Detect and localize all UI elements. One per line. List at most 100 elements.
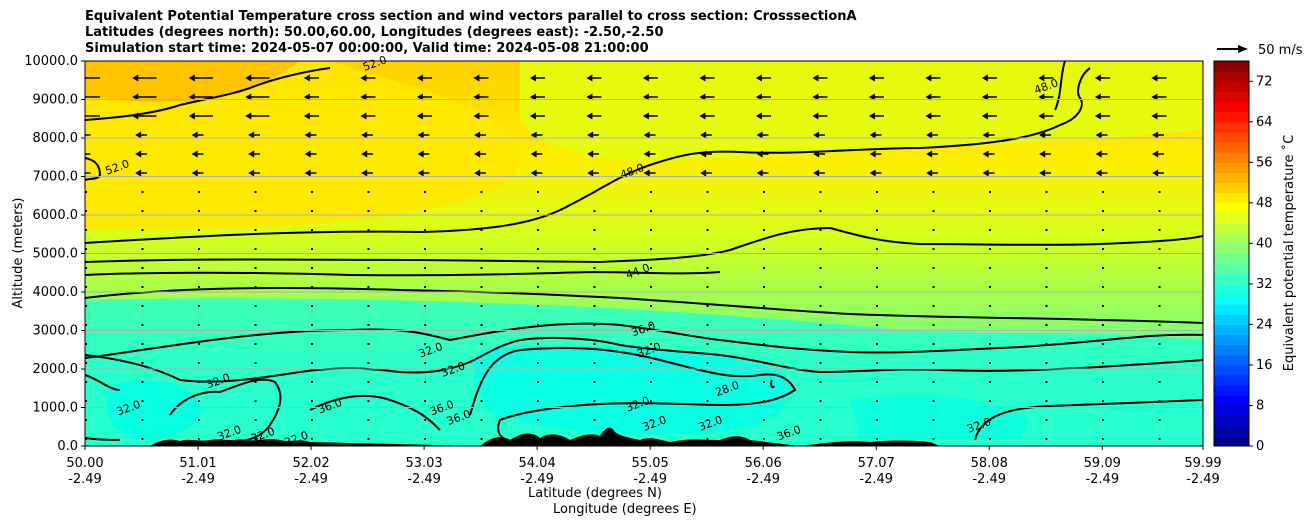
wind-vector: [141, 229, 144, 231]
wind-vector-head: [191, 169, 198, 177]
wind-vector-head: [642, 74, 649, 82]
wind-vector: [1158, 191, 1161, 193]
wind-vector: [650, 229, 652, 231]
wind-vector: [1158, 419, 1161, 421]
wind-vector-head: [643, 169, 650, 177]
wind-vector: [819, 210, 822, 212]
wind-vector: [932, 191, 935, 193]
contour-32-bottom: [169, 378, 282, 444]
wind-vector: [141, 191, 144, 193]
wind-vector: [1045, 400, 1048, 402]
wind-vector: [198, 286, 200, 288]
wind-vector: [480, 419, 483, 421]
wind-vector: [763, 343, 765, 345]
colorbar-tick-label: 32: [1256, 277, 1273, 292]
wind-vector: [932, 438, 935, 440]
wind-vector: [141, 343, 144, 345]
wind-vector: [876, 267, 878, 269]
wind-vector: [876, 305, 878, 307]
wind-vector-head: [700, 169, 707, 177]
wind-vector-head: [1095, 150, 1102, 158]
contour-36: [85, 322, 1203, 359]
wind-vector: [650, 419, 652, 421]
contour-32-mid-a: [469, 347, 797, 443]
wind-vector: [1045, 343, 1048, 345]
wind-vector: [989, 286, 991, 288]
wind-vector: [85, 438, 87, 440]
cyan-pocket-left: [106, 380, 201, 440]
wind-vector-head: [756, 150, 763, 158]
wind-vector: [311, 343, 313, 345]
wind-vector: [1102, 210, 1104, 212]
wind-vector-head: [756, 131, 763, 139]
y-tick-label: 1000.0: [33, 401, 79, 416]
wind-vector-head: [191, 150, 198, 158]
wind-vector-head: [245, 112, 252, 120]
wind-vector: [198, 229, 200, 231]
wind-vector-head: [529, 74, 536, 82]
wind-vector: [1158, 362, 1161, 364]
title-line-3: Simulation start time: 2024-05-07 00:00:…: [85, 41, 649, 56]
wind-vector: [593, 343, 596, 345]
wind-vector: [1158, 400, 1161, 402]
y-axis: 0.0 1000.0 2000.0 3000.0 4000.0 5000.0 6000.0 7…: [24, 54, 85, 454]
wind-vector-head: [360, 112, 367, 120]
wind-vector: [424, 191, 426, 193]
wind-vector: [254, 191, 257, 193]
wind-vector: [1158, 438, 1161, 440]
wind-vector-head: [982, 131, 989, 139]
wind-vector: [367, 191, 370, 193]
colorbar-swatch: [1214, 182, 1249, 194]
wind-vector-head: [699, 112, 706, 120]
colorbar-tick-label: 72: [1256, 74, 1273, 89]
wind-vector: [932, 400, 935, 402]
wind-vector: [932, 210, 935, 212]
wind-vector: [1045, 305, 1048, 307]
wind-vector: [480, 267, 483, 269]
wind-vector: [198, 419, 200, 421]
wind-vector: [763, 286, 765, 288]
wind-vector: [593, 229, 596, 231]
wind-vector: [819, 381, 822, 383]
colorbar-swatch: [1214, 273, 1249, 285]
colorbar-swatch: [1214, 364, 1249, 376]
colorbar-swatch: [1214, 405, 1249, 417]
wind-vector: [367, 305, 370, 307]
wind-vector-head: [304, 150, 311, 158]
wind-vector: [198, 343, 200, 345]
wind-vector: [254, 305, 257, 307]
x-tick-label-lat: 58.08: [971, 456, 1008, 471]
wind-vector: [593, 267, 596, 269]
wind-vector: [819, 248, 822, 250]
wind-vector: [989, 343, 991, 345]
x-tick-label-lon: -2.49: [1186, 472, 1220, 487]
colorbar-swatch: [1214, 263, 1249, 275]
title-line-2: Latitudes (degrees north): 50.00,60.00, …: [85, 25, 664, 40]
wind-vector: [367, 210, 370, 212]
wind-vector: [876, 438, 878, 440]
wind-vector-head: [700, 131, 707, 139]
wind-vector: [1158, 324, 1161, 326]
wind-vector-head: [586, 112, 593, 120]
colorbar-swatch: [1214, 233, 1249, 244]
wind-vector-head: [812, 93, 819, 101]
wind-vector: [819, 305, 822, 307]
wind-vector: [198, 248, 200, 250]
wind-vector: [650, 324, 652, 326]
wind-vector: [989, 248, 991, 250]
colorbar-swatch: [1214, 202, 1249, 214]
wind-vector-head: [79, 170, 85, 177]
wind-vector-head: [304, 169, 311, 177]
wind-vector: [706, 210, 709, 212]
wind-vector: [650, 362, 652, 364]
wind-vector: [650, 286, 652, 288]
wind-vector: [763, 438, 765, 440]
wind-vector: [706, 267, 709, 269]
wind-vector-head: [586, 74, 593, 82]
wind-vector: [254, 419, 257, 421]
wind-vector: [1045, 324, 1048, 326]
warm-upper-region: [85, 61, 520, 231]
x-tick-label-lon: -2.49: [1085, 472, 1119, 487]
wind-vector-head: [245, 74, 252, 82]
wind-vector-head: [79, 132, 85, 139]
